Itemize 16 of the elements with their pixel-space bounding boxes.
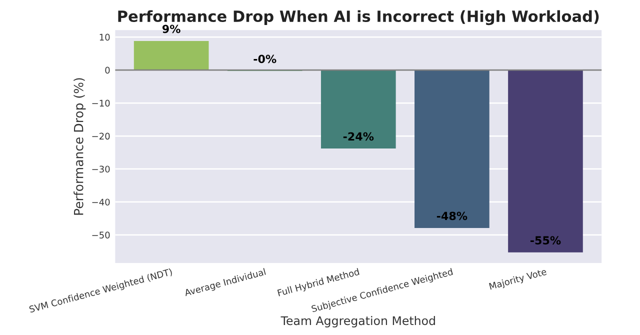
y-tick-label: −10 (92, 100, 110, 107)
chart-title: Performance Drop When AI is Incorrect (High Workload) (118, 10, 599, 26)
data-label: -48% (436, 212, 468, 220)
y-tick-label: −50 (92, 232, 110, 238)
data-label: 9% (162, 24, 180, 34)
y-tick-label: 10 (100, 34, 110, 41)
x-axis-title: Team Aggregation Method (280, 316, 435, 328)
data-label: -55% (530, 236, 561, 245)
data-label: -24% (343, 132, 374, 141)
y-tick-label: −20 (92, 132, 110, 140)
y-tick-label: −40 (92, 198, 110, 206)
y-axis-title: Performance Drop (%) (74, 78, 86, 215)
x-tick-label: Majority Vote (488, 268, 548, 292)
y-tick-label: −30 (92, 166, 110, 173)
data-label: -0% (254, 54, 276, 64)
y-tick-label: 0 (105, 66, 110, 74)
